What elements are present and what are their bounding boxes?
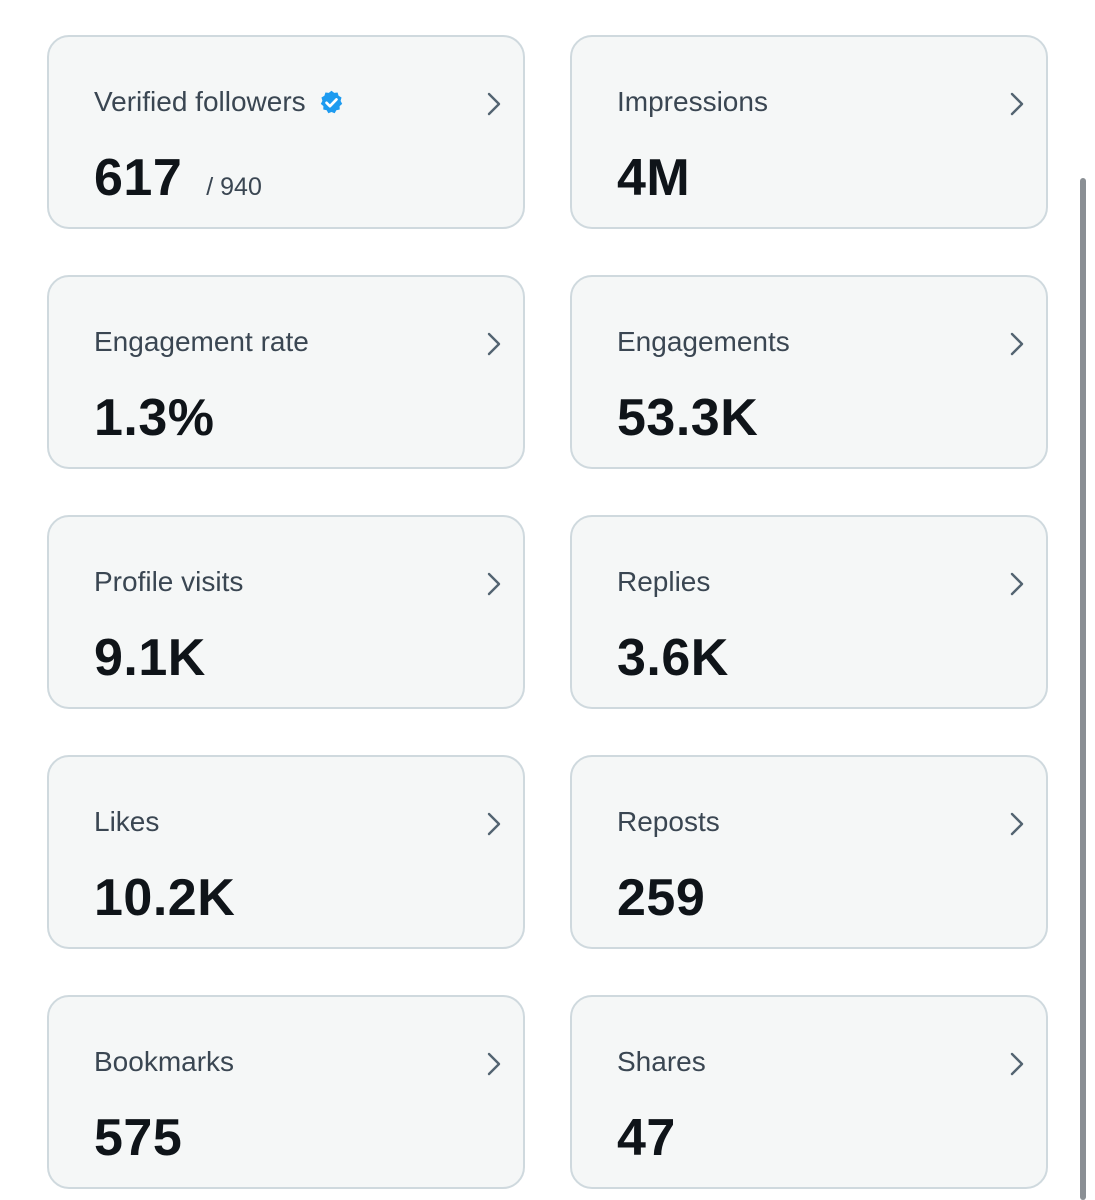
metric-value-row: 53.3K	[617, 389, 758, 447]
metric-card-engagement-rate[interactable]: Engagement rate 1.3%	[47, 275, 525, 469]
verified-badge-icon	[320, 90, 342, 113]
metric-value: 9.1K	[94, 629, 206, 687]
metric-label: Verified followers	[94, 86, 306, 117]
metric-label-row: Verified followers	[94, 85, 345, 119]
metric-label: Replies	[617, 566, 711, 597]
metric-value-row: 10.2K	[94, 869, 235, 927]
metric-card-likes[interactable]: Likes 10.2K	[47, 755, 525, 949]
metric-label: Profile visits	[94, 566, 244, 597]
chevron-right-icon	[487, 92, 501, 116]
chevron-right-icon	[1010, 92, 1024, 116]
scrollbar-thumb[interactable]	[1080, 178, 1086, 1200]
metric-value: 3.6K	[617, 629, 729, 687]
metric-value: 617	[94, 149, 183, 207]
chevron-right-icon	[487, 1052, 501, 1076]
metric-value: 47	[617, 1109, 676, 1167]
metric-label: Engagement rate	[94, 326, 309, 357]
metric-card-replies[interactable]: Replies 3.6K	[570, 515, 1048, 709]
chevron-right-icon	[1010, 332, 1024, 356]
metric-card-bookmarks[interactable]: Bookmarks 575	[47, 995, 525, 1189]
metric-value-row: 617 / 940	[94, 149, 262, 207]
metric-label: Engagements	[617, 326, 790, 357]
metric-value: 10.2K	[94, 869, 236, 927]
metric-label: Impressions	[617, 86, 768, 117]
metric-label: Shares	[617, 1046, 706, 1077]
metric-card-shares[interactable]: Shares 47	[570, 995, 1048, 1189]
chevron-right-icon	[1010, 572, 1024, 596]
metric-card-profile-visits[interactable]: Profile visits 9.1K	[47, 515, 525, 709]
metrics-grid: Verified followers 617 / 940 Impressions…	[47, 35, 1048, 1189]
metric-value: 575	[94, 1109, 183, 1167]
metric-value: 1.3%	[94, 389, 215, 447]
metric-card-reposts[interactable]: Reposts 259	[570, 755, 1048, 949]
metric-value: 4M	[617, 149, 691, 207]
metric-label: Likes	[94, 806, 160, 837]
metric-value-row: 575	[94, 1109, 182, 1167]
chevron-right-icon	[487, 572, 501, 596]
chevron-right-icon	[1010, 812, 1024, 836]
metric-value-row: 1.3%	[94, 389, 215, 447]
metric-card-verified-followers[interactable]: Verified followers 617 / 940	[47, 35, 525, 229]
metric-card-impressions[interactable]: Impressions 4M	[570, 35, 1048, 229]
metric-total: / 940	[206, 173, 262, 201]
chevron-right-icon	[487, 812, 501, 836]
metric-card-engagements[interactable]: Engagements 53.3K	[570, 275, 1048, 469]
metric-label: Bookmarks	[94, 1046, 235, 1077]
metric-value-row: 47	[617, 1109, 676, 1167]
chevron-right-icon	[487, 332, 501, 356]
chevron-right-icon	[1010, 1052, 1024, 1076]
metric-value-row: 9.1K	[94, 629, 206, 687]
metric-value-row: 259	[617, 869, 705, 927]
metric-value-row: 3.6K	[617, 629, 729, 687]
metric-value: 259	[617, 869, 706, 927]
metric-value-row: 4M	[617, 149, 690, 207]
metric-label: Reposts	[617, 806, 720, 837]
metric-value: 53.3K	[617, 389, 759, 447]
